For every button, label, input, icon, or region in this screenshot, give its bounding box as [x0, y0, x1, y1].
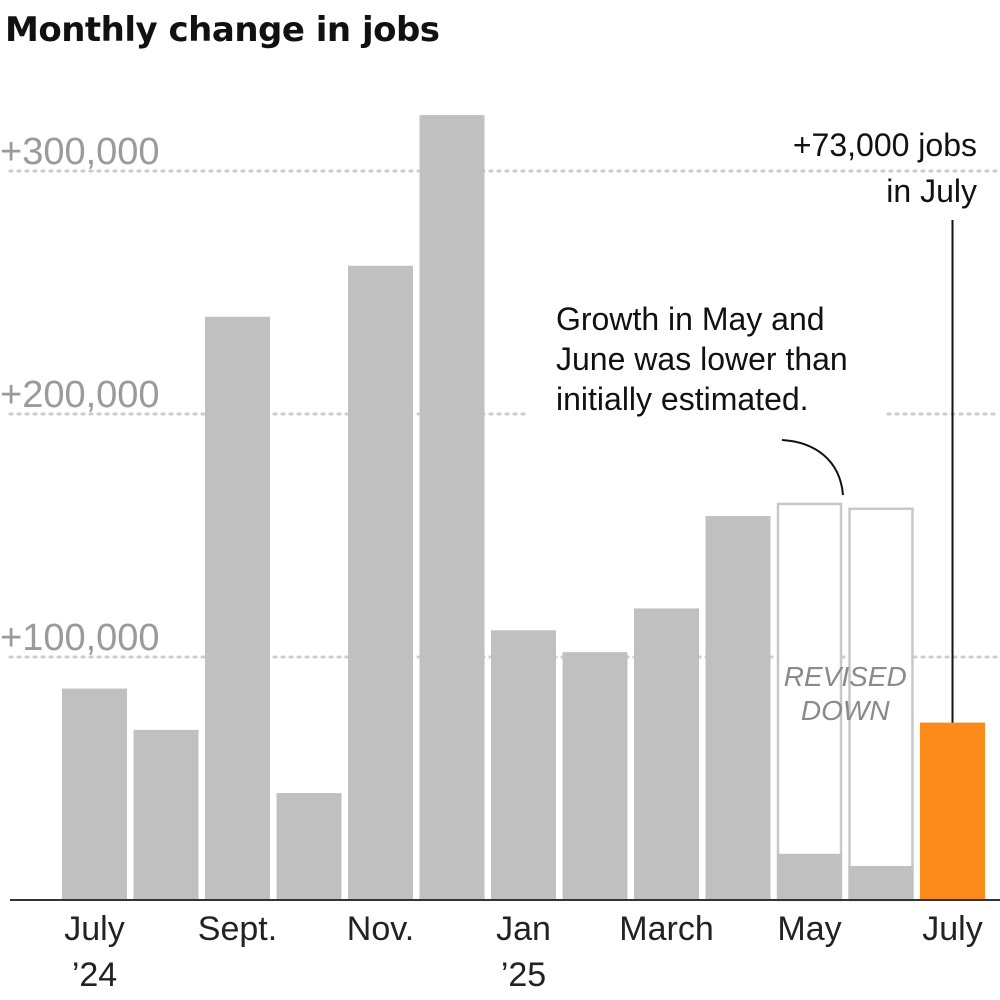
revision-note: initially estimated.: [556, 381, 809, 417]
bar: [419, 115, 485, 901]
x-tick-label: Jan: [496, 910, 551, 948]
bar: [848, 865, 914, 900]
highlight-annotation: in July: [886, 173, 977, 209]
x-tick-label: May: [777, 910, 841, 948]
x-tick-label: ’24: [72, 956, 117, 994]
bar: [777, 853, 842, 900]
x-axis-tick-labels: July ’24 Sept. Nov. Jan ’25 March May July: [64, 910, 982, 994]
x-tick-label: July: [922, 910, 982, 948]
bars: [62, 115, 985, 902]
chart-title: Monthly change in jobs: [5, 10, 440, 50]
x-tick-label: July: [64, 910, 124, 948]
gridlines: +100,000 +200,000 +300,000: [0, 131, 1000, 659]
revision-note: Growth in May and: [556, 301, 825, 337]
y-tick-label: +100,000: [0, 617, 160, 659]
y-tick-label: +300,000: [0, 131, 160, 173]
x-tick-label: Sept.: [198, 910, 277, 948]
y-tick-label: +200,000: [0, 374, 160, 416]
bar: [205, 316, 270, 900]
x-tick-label: Nov.: [347, 910, 414, 948]
bar: [705, 516, 771, 900]
x-tick-label: March: [619, 910, 713, 948]
revision-leader-line: [781, 439, 844, 496]
highlighted-bar: [920, 722, 985, 900]
bar: [62, 688, 127, 900]
bar: [634, 608, 699, 900]
annotations: +73,000 jobs in July Growth in May and June…: [556, 127, 977, 726]
highlight-annotation: +73,000 jobs: [793, 127, 977, 163]
bar: [276, 793, 342, 900]
revised-down-label: DOWN: [801, 695, 890, 726]
bar: [133, 729, 199, 900]
bar: [562, 652, 628, 900]
revision-note: June was lower than: [556, 341, 848, 377]
revised-down-label: REVISED: [784, 661, 907, 692]
x-tick-label: ’25: [501, 956, 546, 994]
initial-estimate-bar: [776, 502, 843, 902]
bar: [491, 630, 556, 900]
bar: [348, 265, 413, 900]
